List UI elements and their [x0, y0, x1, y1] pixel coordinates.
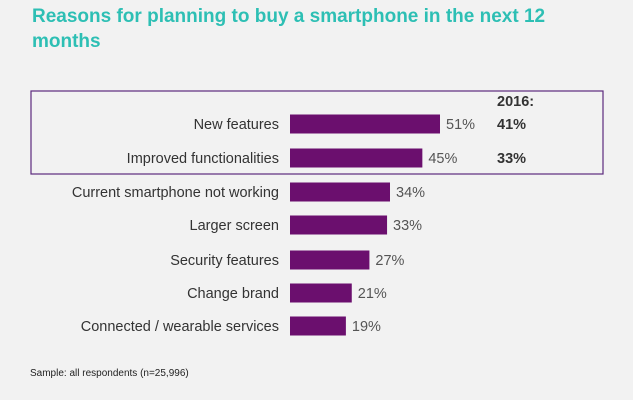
highlight-box	[30, 90, 604, 175]
bar	[290, 316, 346, 336]
chart-title: Reasons for planning to buy a smartphone…	[32, 6, 546, 52]
category-label: Security features	[170, 253, 279, 269]
value-label: 34%	[396, 185, 425, 201]
category-label: Larger screen	[190, 218, 279, 234]
bar	[290, 250, 370, 270]
bar	[290, 148, 423, 168]
comparison-value: 41%	[497, 117, 526, 133]
value-label: 33%	[393, 218, 422, 234]
value-label: 21%	[358, 286, 387, 302]
value-label: 51%	[446, 117, 475, 133]
category-label: Change brand	[187, 286, 279, 302]
bar	[290, 182, 390, 202]
bar	[290, 215, 388, 235]
value-label: 19%	[352, 319, 381, 335]
bar	[290, 114, 440, 134]
comparison-header: 2016:	[497, 94, 534, 110]
value-label: 45%	[428, 151, 457, 167]
category-label: Connected / wearable services	[81, 319, 279, 335]
category-label: Current smartphone not working	[72, 185, 279, 201]
comparison-value: 33%	[497, 151, 526, 167]
sample-footnote: Sample: all respondents (n=25,996)	[30, 368, 189, 379]
category-label: New features	[194, 117, 279, 133]
value-label: 27%	[375, 253, 404, 269]
category-label: Improved functionalities	[127, 151, 279, 167]
bar	[290, 283, 352, 303]
